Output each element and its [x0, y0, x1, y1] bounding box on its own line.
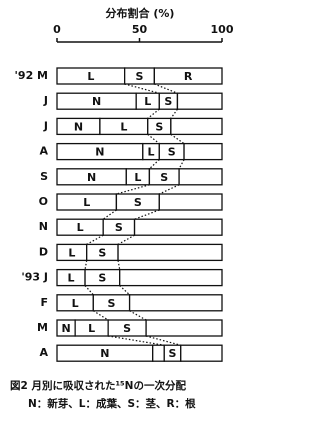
- segment-label: L: [134, 171, 141, 184]
- connector: [134, 209, 160, 220]
- connector: [102, 209, 117, 220]
- connector: [145, 335, 181, 346]
- segment-label: L: [68, 246, 75, 259]
- y-tick-label: J: [43, 94, 48, 107]
- bar-segment: [117, 243, 223, 262]
- connector: [117, 234, 135, 245]
- segment-label: L: [88, 322, 95, 335]
- chart-title: 分布割合 (%): [106, 6, 175, 20]
- y-tick-label: A: [39, 145, 48, 158]
- bar-segment: [128, 294, 223, 312]
- segment-label: N: [100, 347, 109, 360]
- connector: [147, 133, 160, 145]
- segment-label: S: [98, 246, 106, 259]
- connector: [92, 310, 109, 321]
- connector: [86, 234, 104, 245]
- bar-segment: [133, 218, 223, 236]
- segment-label: L: [83, 196, 90, 209]
- y-tick-label: S: [40, 170, 48, 183]
- segment-label: L: [68, 272, 75, 285]
- segment-label: L: [120, 120, 127, 133]
- segment-label: N: [95, 146, 104, 159]
- connector: [170, 133, 185, 145]
- connector: [116, 184, 150, 195]
- y-tick-label: '93 J: [21, 271, 48, 284]
- connector: [124, 83, 160, 94]
- bar-segment: [183, 142, 223, 161]
- segment-label: S: [123, 322, 131, 335]
- segment-label: S: [134, 196, 142, 209]
- segment-label: S: [164, 95, 172, 108]
- caption: N：新芽、L：成葉、S：茎、R：根: [28, 397, 196, 410]
- bar-segment: [158, 193, 223, 211]
- segment-label: S: [136, 70, 144, 83]
- segment-label: L: [77, 221, 84, 234]
- bar-segment: [178, 168, 223, 186]
- caption: 図2 月別に吸収された¹⁵Nの一次分配: [10, 379, 186, 392]
- segment-label: S: [169, 347, 177, 360]
- bar-segment: [119, 268, 223, 287]
- segment-label: S: [155, 120, 163, 133]
- connector: [154, 83, 178, 94]
- segment-label: S: [115, 221, 123, 234]
- x-tick-label: 50: [132, 23, 148, 36]
- bar-segment: [170, 117, 223, 136]
- segment-label: L: [148, 146, 155, 159]
- connector: [129, 310, 147, 321]
- bar-segment: [145, 319, 223, 337]
- segment-label: S: [98, 272, 106, 285]
- y-tick-label: '92 M: [15, 69, 48, 82]
- connector: [147, 108, 160, 119]
- chart: 分布割合 (%) 図2 月別に吸収された¹⁵Nの一次分配 N：新芽、L：成葉、S…: [10, 6, 234, 410]
- segment-label: S: [168, 146, 176, 159]
- y-tick-label: N: [39, 220, 48, 233]
- y-tick-label: A: [39, 346, 48, 359]
- segment-label: S: [160, 171, 168, 184]
- x-tick-label: 0: [53, 23, 61, 36]
- connector: [119, 285, 131, 296]
- bar-segment: [152, 344, 165, 362]
- segment-label: N: [61, 322, 70, 335]
- y-tick-label: F: [40, 296, 48, 309]
- segment-label: L: [87, 70, 94, 83]
- connector: [178, 159, 185, 170]
- x-tick-label: 100: [211, 23, 234, 36]
- segment-label: S: [107, 297, 115, 310]
- connector: [170, 108, 178, 119]
- connector: [117, 260, 121, 270]
- segment-label: N: [92, 95, 101, 108]
- connector: [84, 285, 94, 296]
- connector: [84, 260, 88, 270]
- connector: [148, 159, 160, 170]
- y-tick-label: J: [43, 119, 48, 132]
- connector: [108, 335, 165, 346]
- y-tick-label: O: [39, 195, 48, 208]
- segment-label: L: [144, 95, 151, 108]
- bar-segment: [180, 344, 223, 362]
- bar-segment: [176, 92, 223, 110]
- segment-label: R: [184, 70, 193, 83]
- y-tick-label: D: [39, 245, 48, 258]
- segment-label: N: [74, 120, 83, 133]
- connector: [159, 184, 180, 195]
- y-tick-label: M: [37, 321, 48, 334]
- segment-label: L: [72, 297, 79, 310]
- segment-label: N: [87, 171, 96, 184]
- bar-segment: [153, 67, 223, 85]
